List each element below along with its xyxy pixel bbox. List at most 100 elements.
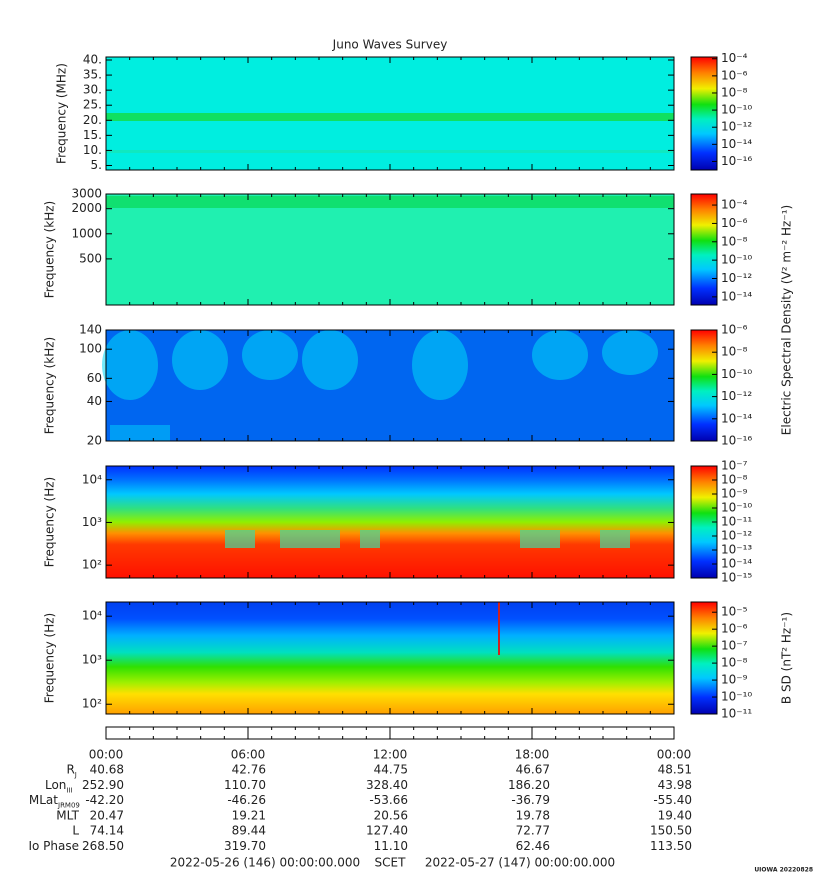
y-tick-label: 35. [83, 68, 102, 82]
ephemeris-value: 127.40 [366, 824, 408, 838]
colorbar-tick-label: 10⁻¹² [721, 529, 752, 543]
ephemeris-value: 319.70 [224, 839, 266, 853]
footer-end: 2022-05-27 (147) 00:00:00.000 [425, 856, 615, 870]
ephemeris-value: -55.40 [653, 793, 692, 807]
colorbar-tick-label: 10⁻⁸ [721, 234, 748, 248]
colorbar-label: Electric Spectral Density (V² m⁻² Hz⁻¹) [780, 205, 794, 435]
ephemeris-value: -36.79 [511, 793, 550, 807]
ephemeris-value: 328.40 [366, 778, 408, 792]
y-tick-label: 10⁴ [82, 609, 102, 623]
y-tick-label: 15. [83, 128, 102, 142]
y-tick-label: 5. [91, 158, 102, 172]
time-label: 12:00 [373, 748, 408, 762]
ephemeris-subscript: J [74, 771, 77, 779]
ephemeris-value: 48.51 [658, 763, 692, 777]
colorbar-tick-label: 10⁻¹³ [721, 543, 752, 557]
ephemeris-value: 42.76 [232, 763, 266, 777]
colorbar-tick-label: 10⁻⁹ [721, 487, 748, 501]
spectrogram-patch [302, 330, 358, 390]
colorbar-tick-label: 10⁻⁴ [721, 51, 748, 65]
ephemeris-value: 19.40 [658, 808, 692, 822]
ephemeris-value: 19.21 [232, 808, 266, 822]
colorbar-tick-label: 10⁻⁴ [721, 198, 748, 212]
y-tick-label: 10² [82, 558, 102, 572]
spectrogram [106, 466, 674, 578]
y-tick-label: 30. [83, 83, 102, 97]
colorbar-tick-label: 10⁻¹¹ [721, 707, 752, 721]
ephemeris-value: 46.67 [516, 763, 550, 777]
credit: UIOWA 20220828 [754, 867, 813, 874]
colorbar-tick-label: 10⁻⁶ [721, 216, 748, 230]
colorbar-tick-label: 10⁻⁸ [721, 656, 748, 670]
y-tick-label: 20. [83, 113, 102, 127]
time-label: 06:00 [231, 748, 266, 762]
y-tick-label: 10⁴ [82, 472, 102, 486]
colorbar-tick-label: 10⁻¹⁵ [721, 571, 752, 585]
ephemeris-value: 20.47 [90, 808, 124, 822]
y-tick-label: 140 [79, 323, 102, 337]
time-label: 00:00 [89, 748, 124, 762]
ephemeris-subscript: III [66, 786, 72, 794]
ephemeris-label: MLat [29, 793, 58, 807]
ephemeris-value: 43.98 [658, 778, 692, 792]
ephemeris-value: -53.66 [369, 793, 408, 807]
colorbar-tick-label: 10⁻¹⁰ [721, 103, 752, 117]
ephemeris-label: Lon [45, 778, 66, 792]
colorbar-tick-label: 10⁻¹⁶ [721, 434, 752, 448]
colorbar [690, 329, 718, 442]
spectrogram-patch [172, 330, 228, 390]
colorbar-tick-label: 10⁻⁵ [721, 605, 748, 619]
ephemeris-value: 74.14 [90, 824, 124, 838]
y-tick-label: 1000 [71, 226, 102, 240]
footer-scet: SCET [375, 856, 407, 870]
spectrogram-band [106, 113, 674, 121]
colorbar-tick-label: 10⁻¹⁰ [721, 253, 752, 267]
ephemeris-value: 186.20 [508, 778, 550, 792]
ephemeris-value: -42.20 [85, 793, 124, 807]
colorbar-tick-label: 10⁻¹⁴ [721, 137, 752, 151]
colorbar-tick-label: 10⁻⁷ [721, 459, 748, 473]
colorbar-tick-label: 10⁻⁹ [721, 673, 748, 687]
colorbar-tick-label: 10⁻⁸ [721, 473, 748, 487]
y-tick-label: 40. [83, 53, 102, 67]
colorbar-tick-label: 10⁻¹⁴ [721, 557, 752, 571]
colorbar-tick-label: 10⁻¹⁴ [721, 411, 752, 425]
colorbar-tick-label: 10⁻¹² [721, 389, 752, 403]
ephemeris-value: 150.50 [650, 824, 692, 838]
ephemeris-value: 110.70 [224, 778, 266, 792]
footer-start: 2022-05-26 (146) 00:00:00.000 [170, 856, 360, 870]
spectrogram-patch [520, 530, 560, 548]
ephemeris-subscript: JRM09 [57, 802, 80, 810]
colorbar-tick-label: 10⁻¹¹ [721, 515, 752, 529]
colorbar-tick-label: 10⁻¹⁰ [721, 690, 752, 704]
y-tick-label: 10³ [82, 515, 102, 529]
y-tick-label: 10. [83, 143, 102, 157]
spectrogram-patch [532, 330, 588, 380]
colorbar-label: B SD (nT² Hz⁻¹) [780, 612, 794, 704]
spectrogram-patch [412, 330, 468, 400]
ephemeris-value: 20.56 [374, 808, 408, 822]
y-tick-label: 40 [87, 394, 102, 408]
ephemeris-value: 62.46 [516, 839, 550, 853]
ephemeris-value: 11.10 [374, 839, 408, 853]
spectrogram-patch [600, 530, 630, 548]
y-tick-label: 20 [87, 434, 102, 448]
spectrogram-patch [360, 530, 380, 548]
ephemeris-value: 252.90 [82, 778, 124, 792]
spectrogram-patch [225, 530, 255, 548]
colorbar-tick-label: 10⁻¹⁶ [721, 154, 752, 168]
ephemeris-value: 113.50 [650, 839, 692, 853]
colorbar-tick-label: 10⁻⁷ [721, 639, 748, 653]
spectrogram-patch [602, 330, 658, 375]
colorbar-tick-label: 10⁻⁸ [721, 85, 748, 99]
ephemeris-label: L [72, 824, 79, 838]
spectrogram-patch [110, 425, 170, 441]
colorbar-tick-label: 10⁻⁸ [721, 345, 748, 359]
ephemeris-value: 44.75 [374, 763, 408, 777]
title: Juno Waves Survey [332, 38, 448, 52]
colorbar-tick-label: 10⁻¹² [721, 120, 752, 134]
y-axis-label: Frequency (Hz) [43, 477, 57, 568]
colorbar-tick-label: 10⁻⁶ [721, 323, 748, 337]
y-tick-label: 10² [82, 697, 102, 711]
